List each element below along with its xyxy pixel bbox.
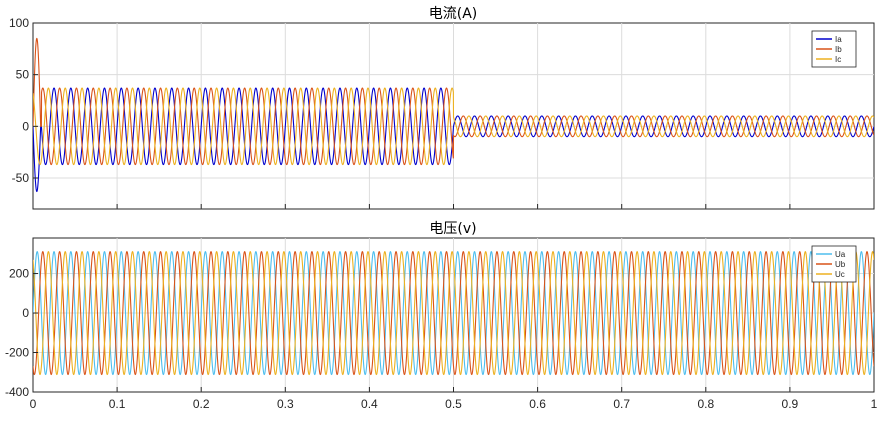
- y-tick-label: 0: [22, 306, 29, 320]
- y-tick-label: -400: [5, 385, 29, 399]
- legend-label-ib: Ib: [835, 45, 842, 54]
- series-line-ib: [33, 37, 874, 166]
- x-tick-label: 0: [30, 397, 37, 411]
- legend-label-ua: Ua: [835, 250, 846, 259]
- x-tick-label: 1: [871, 397, 878, 411]
- legend-label-ic: Ic: [835, 55, 841, 64]
- x-tick-label: 0.7: [613, 397, 630, 411]
- voltage-x-tick-labels: 0 0.1 0.2 0.3 0.4 0.5 0.6 0.7 0.8 0.9 1: [30, 397, 878, 411]
- voltage-chart-title: 电压(v): [429, 221, 476, 237]
- x-tick-label: 0.8: [697, 397, 714, 411]
- y-tick-label: -200: [5, 346, 29, 360]
- voltage-y-tick-labels: -400 -200 0 200: [5, 267, 875, 399]
- x-tick-label: 0.6: [529, 397, 546, 411]
- voltage-axes: -400 -200 0 200 0 0.1 0.2 0.3 0.4 0.5 0.6 0.7 0.8 0.…: [5, 221, 878, 411]
- current-y-tick-labels: -50 0 50 100: [9, 16, 875, 209]
- y-tick-label: -50: [12, 171, 30, 185]
- series-line-ua: [33, 250, 874, 376]
- x-tick-label: 0.1: [109, 397, 126, 411]
- y-tick-label: 0: [22, 119, 29, 133]
- y-tick-label: 100: [9, 16, 29, 30]
- x-tick-label: 0.4: [361, 397, 378, 411]
- series-line-uc: [33, 250, 874, 376]
- voltage-series-group: [33, 250, 874, 376]
- series-line-ic: [33, 87, 874, 166]
- x-tick-label: 0.3: [277, 397, 294, 411]
- series-line-ub: [33, 250, 874, 376]
- y-tick-label: 50: [16, 68, 30, 82]
- legend-label-ia: Ia: [835, 35, 842, 44]
- current-series-group: [33, 37, 874, 193]
- legend-label-ub: Ub: [835, 260, 846, 269]
- x-tick-label: 0.9: [782, 397, 799, 411]
- x-tick-label: 0.5: [445, 397, 462, 411]
- legend-label-uc: Uc: [835, 270, 845, 279]
- current-chart-title: 电流(A): [429, 6, 478, 22]
- x-tick-label: 0.2: [193, 397, 210, 411]
- y-tick-label: 200: [9, 267, 29, 281]
- series-line-ia: [33, 87, 874, 193]
